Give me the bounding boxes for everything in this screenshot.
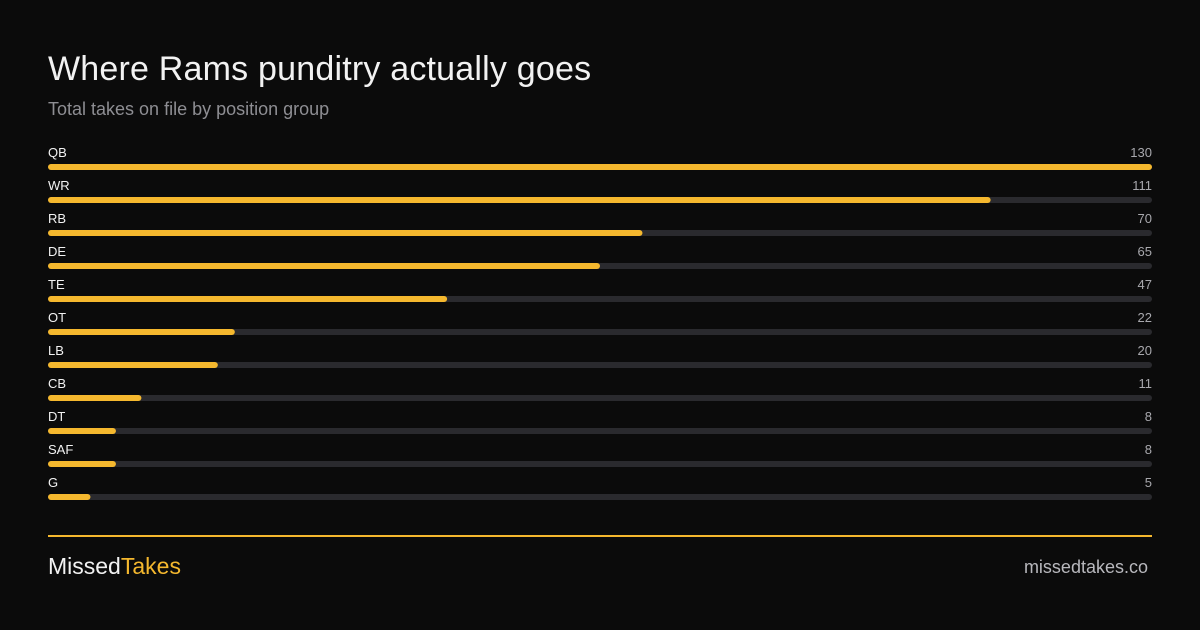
value-label-qb: 130 bbox=[1130, 145, 1152, 160]
bar-track-lb bbox=[48, 362, 1152, 368]
brand-logo-part-takes: Takes bbox=[120, 553, 181, 579]
value-label-lb: 20 bbox=[1138, 343, 1152, 358]
bar-te bbox=[48, 296, 448, 302]
page-subtitle: Total takes on file by position group bbox=[48, 99, 330, 119]
value-label-ot: 22 bbox=[1138, 310, 1152, 325]
value-label-cb: 11 bbox=[1139, 376, 1153, 391]
site-url: missedtakes.co bbox=[1023, 557, 1148, 577]
bar-cb bbox=[48, 395, 142, 401]
value-label-de: 65 bbox=[1138, 244, 1152, 259]
category-label-cb: CB bbox=[48, 376, 66, 391]
brand-logo-part-missed: Missed bbox=[48, 553, 121, 579]
value-label-te: 47 bbox=[1138, 277, 1152, 292]
value-label-rb: 70 bbox=[1138, 211, 1152, 226]
category-label-wr: WR bbox=[48, 178, 70, 193]
category-label-dt: DT bbox=[48, 409, 65, 424]
bar-qb bbox=[48, 164, 1152, 170]
category-label-lb: LB bbox=[48, 343, 64, 358]
brand-logo: MissedTakes bbox=[48, 553, 181, 580]
bar-g bbox=[48, 494, 91, 500]
value-label-wr: 111 bbox=[1132, 178, 1152, 193]
bar-track-saf bbox=[48, 461, 1152, 467]
category-label-te: TE bbox=[48, 277, 65, 292]
bar-dt bbox=[48, 428, 116, 434]
bar-track-g bbox=[48, 494, 1152, 500]
value-label-saf: 8 bbox=[1145, 442, 1152, 457]
category-label-saf: SAF bbox=[48, 442, 73, 457]
footer-divider bbox=[48, 535, 1152, 537]
bar-lb bbox=[48, 362, 218, 368]
bar-de bbox=[48, 263, 600, 269]
category-label-qb: QB bbox=[48, 145, 67, 160]
bar-track-ot bbox=[48, 329, 1152, 335]
bar-saf bbox=[48, 461, 116, 467]
category-label-g: G bbox=[48, 475, 58, 490]
bar-rb bbox=[48, 230, 643, 236]
bar-track-cb bbox=[48, 395, 1152, 401]
category-label-rb: RB bbox=[48, 211, 66, 226]
value-label-g: 5 bbox=[1145, 475, 1152, 490]
category-label-ot: OT bbox=[48, 310, 66, 325]
bar-wr bbox=[48, 197, 991, 203]
category-label-de: DE bbox=[48, 244, 66, 259]
value-label-dt: 8 bbox=[1145, 409, 1152, 424]
bar-ot bbox=[48, 329, 235, 335]
bar-track-dt bbox=[48, 428, 1152, 434]
page-title: Where Rams punditry actually goes bbox=[48, 50, 592, 88]
